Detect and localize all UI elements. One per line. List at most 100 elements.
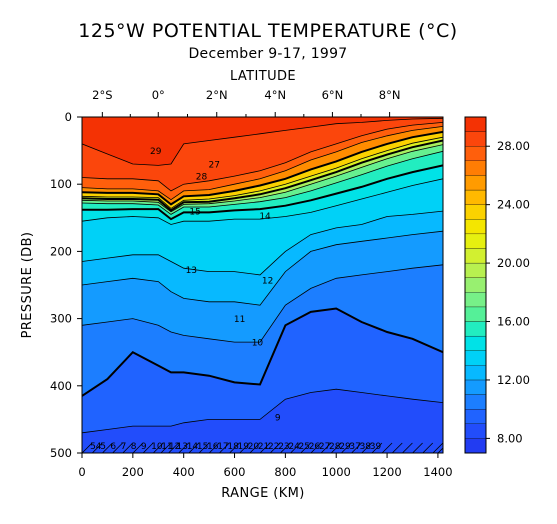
plot-area: 545 6 7 8 9 101112131415161718192021222324252… [82, 117, 443, 453]
colorbar-swatch [464, 277, 487, 293]
y-tick-label: 300 [50, 312, 72, 326]
x-tick-label: 1200 [372, 465, 401, 479]
colorbar-swatch [464, 248, 487, 264]
station-label: 54 [90, 442, 102, 452]
temperature-band [82, 211, 443, 306]
colorbar-swatch [464, 394, 487, 410]
lat-tick-label: 4°N [264, 88, 286, 102]
station-marker [112, 442, 123, 453]
isotherm-line [82, 144, 443, 213]
contour-label: 15 [189, 207, 200, 217]
x-axis: 0 200 400 600 800 1000 1200 1400 [78, 453, 453, 479]
colorbar-tick-label: 8.00 [497, 431, 523, 445]
temperature-band [82, 308, 443, 433]
colorbar-tick-label: 24.00 [497, 198, 530, 212]
chart-subtitle: December 9-17, 1997 [188, 46, 347, 62]
station-marker [351, 442, 362, 453]
colorbar-swatch [464, 160, 487, 176]
station-marker [280, 442, 291, 453]
station-label: 27 [319, 442, 330, 452]
temperature-band [82, 117, 443, 166]
temperature-band [82, 122, 443, 200]
station-marker [290, 442, 301, 453]
isotherm-line [82, 264, 443, 343]
x-tick-label: 400 [173, 465, 195, 479]
station-marker [188, 442, 200, 453]
colorbar-swatch [464, 438, 487, 454]
colorbar-swatch [464, 189, 487, 205]
station-label: 26 [309, 442, 321, 452]
station-label: 37 [349, 442, 360, 452]
y-tick-label: 500 [50, 446, 72, 460]
station-label: 38 [360, 442, 372, 452]
isotherm-line [82, 122, 443, 192]
isotherm-line [82, 210, 443, 276]
y-tick-label: 200 [50, 244, 72, 258]
colorbar-swatch [464, 204, 487, 220]
station-label: 13 [177, 442, 188, 452]
station-marker [122, 442, 134, 453]
station-label: 15 [197, 442, 208, 452]
station-label: 23 [278, 442, 289, 452]
station-marker [168, 442, 179, 453]
colorbar: 8.00 12.00 16.00 20.00 24.00 28.00 [464, 116, 530, 454]
isotherm-line [82, 150, 443, 215]
x-tick-label: 0 [78, 465, 85, 479]
temperature-band [82, 178, 443, 275]
temperature-band [82, 389, 443, 453]
station-marker [91, 442, 103, 453]
colorbar-swatch [464, 365, 487, 381]
isotherm-line [82, 136, 443, 209]
colorbar-swatch [464, 321, 487, 337]
station-label: 14 [187, 442, 199, 452]
station-marker [219, 442, 230, 453]
colorbar-swatch [464, 116, 487, 132]
station-marker [152, 442, 164, 453]
lat-tick-label: 2°N [206, 88, 228, 102]
station-marker [432, 442, 443, 453]
station-label: 24 [288, 442, 300, 452]
x-tick-label: 600 [224, 465, 246, 479]
station-label: 21 [258, 442, 269, 452]
isotherm-line [82, 130, 443, 206]
station-label: 9 [141, 442, 147, 452]
station-label: 20 [248, 442, 260, 452]
colorbar-swatch [464, 350, 487, 366]
colorbar-swatch [464, 131, 487, 147]
contour-label: 12 [262, 277, 273, 287]
station-marker [371, 442, 383, 453]
colorbar-swatch [464, 219, 487, 235]
station-marker [437, 447, 443, 453]
station-label: 39 [370, 442, 382, 452]
colorbar-tick-label: 16.00 [497, 315, 530, 329]
contour-label: 10 [252, 338, 264, 348]
station-label: 18 [227, 442, 239, 452]
lat-tick-label: 8°N [379, 88, 401, 102]
contour-label: 28 [196, 172, 208, 182]
latitude-axis: 2°S 0° 2°N 4°N 6°N 8°N [92, 88, 400, 117]
station-marker [208, 442, 220, 453]
y-tick-label: 0 [65, 110, 72, 124]
station-label: 10 [151, 442, 163, 452]
isotherm-line [82, 388, 443, 434]
temperature-band [82, 165, 443, 225]
station-marker [422, 442, 434, 453]
colorbar-swatch [464, 262, 487, 278]
station-marker [310, 442, 322, 453]
colorbar-swatch [464, 335, 487, 351]
station-label: 7 [121, 442, 127, 452]
station-label: 28 [329, 442, 341, 452]
contour-label: 9 [275, 414, 281, 424]
contour-label: 13 [186, 266, 197, 276]
station-marker [320, 442, 332, 453]
station-marker [239, 442, 250, 453]
isotherm-line [82, 230, 443, 306]
y-tick-label: 400 [50, 379, 72, 393]
station-label: 19 [238, 442, 250, 452]
isotherm-line [82, 139, 443, 212]
plot-frame [81, 116, 444, 454]
colorbar-swatch [464, 409, 487, 424]
colorbar-tick-label: 20.00 [497, 256, 530, 270]
colorbar-swatch [464, 146, 487, 161]
colorbar-frame [464, 116, 487, 454]
